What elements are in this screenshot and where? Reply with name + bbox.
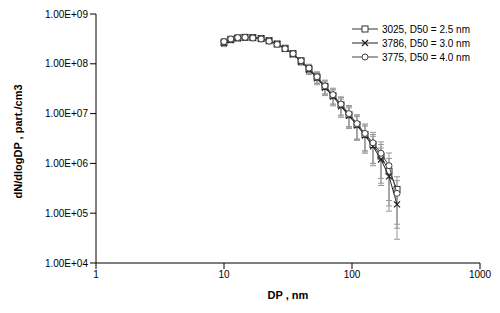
svg-text:10: 10 [218, 269, 230, 280]
svg-text:1.00E+05: 1.00E+05 [45, 208, 89, 219]
svg-text:1.00E+04: 1.00E+04 [45, 258, 89, 269]
svg-text:1.00E+09: 1.00E+09 [45, 9, 89, 20]
svg-text:DP , nm: DP , nm [268, 289, 309, 301]
svg-text:1.00E+06: 1.00E+06 [45, 158, 89, 169]
svg-text:dN/dlogDP , part./cm3: dN/dlogDP , part./cm3 [12, 84, 24, 198]
svg-text:1000: 1000 [469, 269, 492, 280]
html-text:3786, D50 = 3.0 nm: 3786, D50 = 3.0 nm [381, 37, 470, 49]
html-text:3025, D50 = 2.5 nm: 3025, D50 = 2.5 nm [381, 23, 470, 35]
svg-text:1.00E+07: 1.00E+07 [45, 108, 89, 119]
html-text:3775, D50 = 4.0 nm: 3775, D50 = 4.0 nm [381, 51, 470, 63]
svg-text:1: 1 [93, 269, 99, 280]
svg-text:1.00E+08: 1.00E+08 [45, 58, 89, 69]
svg-text:100: 100 [344, 269, 361, 280]
